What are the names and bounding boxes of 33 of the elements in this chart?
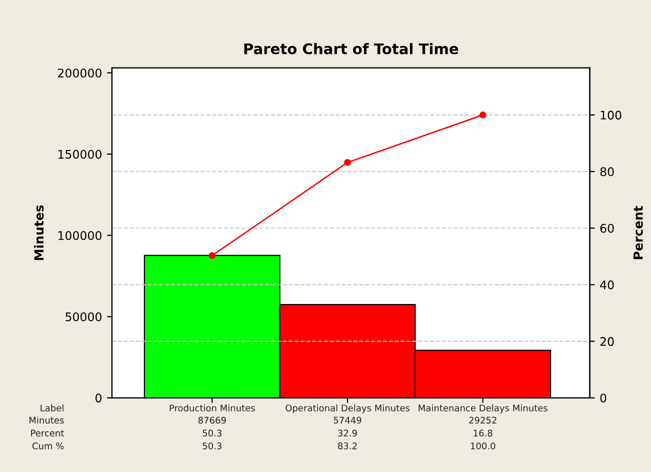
y2-tick-label: 40 <box>600 280 614 290</box>
y-tick-label: 100000 <box>58 231 102 240</box>
y2-tick-label: 20 <box>600 337 614 346</box>
y2-axis-title: Percent <box>634 206 643 260</box>
y2-tick-label: 60 <box>600 224 614 233</box>
x-tick-label: Production Minutes <box>170 404 255 412</box>
y-tick-label: 0 <box>96 394 102 403</box>
point <box>208 252 216 260</box>
text: Label <box>40 404 64 412</box>
text: Minutes <box>30 416 64 424</box>
text: Percent <box>31 430 64 436</box>
y-tick-label: 50000 <box>66 312 102 322</box>
y-tick-label: 200000 <box>58 68 102 78</box>
y2-tick-label: 80 <box>600 167 614 176</box>
x-tick-label: Operational Delays Minutes <box>286 404 410 414</box>
data-label: 57449 <box>334 416 362 424</box>
x-tick-label: Maintenance Delays Minutes <box>418 404 548 414</box>
text: 50.3 <box>202 430 222 436</box>
text: Cum % <box>32 442 64 450</box>
point <box>479 111 486 118</box>
text: 16.8 <box>474 430 492 436</box>
text: 32.9 <box>338 430 357 436</box>
data-label: 100.0 <box>470 442 496 450</box>
y-axis-title: Minutes <box>34 205 44 260</box>
y-tick-label: 150000 <box>58 150 102 159</box>
data-label: 29252 <box>469 416 496 424</box>
data-label: 50.3 <box>202 442 222 450</box>
y2-tick-label: 100 <box>600 110 622 120</box>
data-label: 87669 <box>198 416 226 424</box>
y2-tick-label: 0 <box>600 394 606 403</box>
data-label: 83.2 <box>338 442 357 450</box>
point <box>344 159 351 166</box>
chart-title: Pareto Chart of Total Time <box>244 43 458 54</box>
